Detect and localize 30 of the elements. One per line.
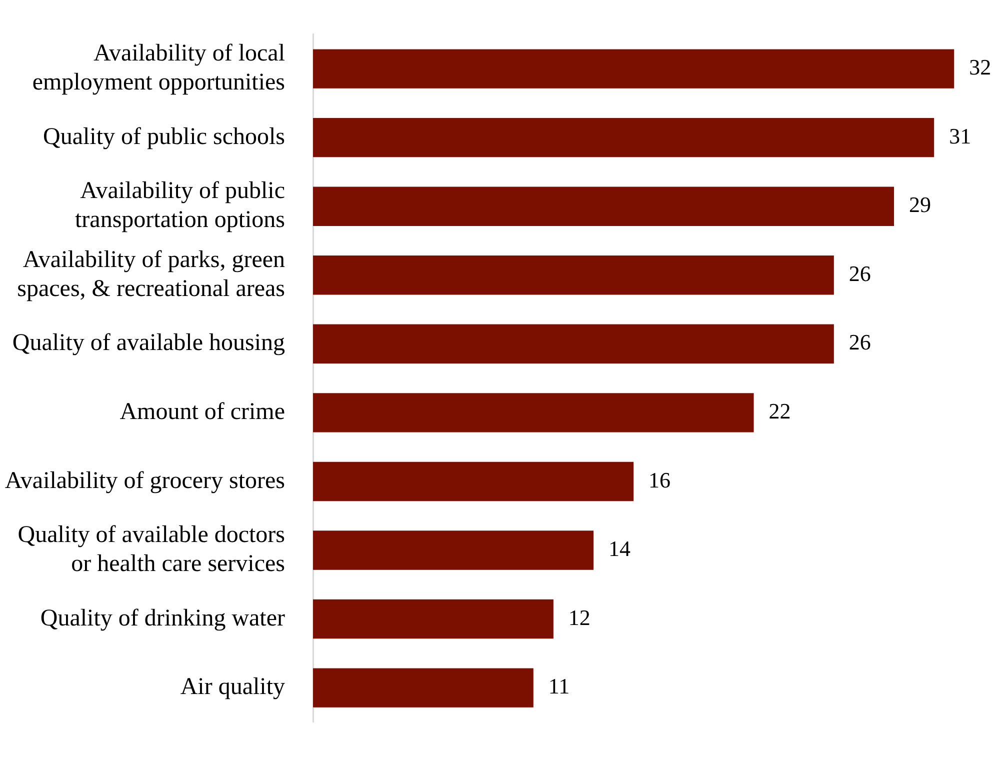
- y-tick-label: Availability of local employment opportunities: [32, 40, 286, 96]
- bar: [313, 393, 754, 432]
- data-label: 29: [909, 192, 932, 218]
- y-tick-label: Quality of drinking water: [40, 605, 286, 632]
- bar: [313, 530, 594, 570]
- y-tick-label: Availability of grocery stores: [4, 468, 285, 494]
- data-label: 26: [848, 260, 871, 286]
- data-label: 22: [768, 398, 791, 424]
- bar: [313, 462, 634, 502]
- y-tick-label: Quality of available housing: [12, 330, 285, 356]
- data-label: 12: [568, 604, 590, 630]
- bar: [313, 118, 934, 158]
- y-tick-label: Availability of parks, green spaces, & recreational areas: [17, 247, 285, 302]
- bar: [313, 256, 834, 295]
- bar: [313, 186, 894, 226]
- y-tick-label: Air quality: [180, 674, 285, 700]
- y-tick-label: Quality of available doctors or health care services: [18, 522, 285, 577]
- data-label: 16: [648, 467, 671, 492]
- data-label: 31: [949, 123, 972, 148]
- bar: [313, 324, 834, 364]
- bar: [313, 49, 954, 88]
- data-label: 11: [548, 674, 570, 699]
- data-label: 32: [969, 54, 992, 80]
- data-label: 26: [848, 330, 871, 355]
- bar: [313, 599, 554, 639]
- bar: [313, 668, 534, 708]
- y-tick-label: Availability of public transportation options: [75, 178, 285, 234]
- data-label: 14: [608, 536, 630, 562]
- y-tick-label: Quality of public schools: [43, 124, 285, 150]
- y-tick-label: Amount of crime: [120, 398, 285, 425]
